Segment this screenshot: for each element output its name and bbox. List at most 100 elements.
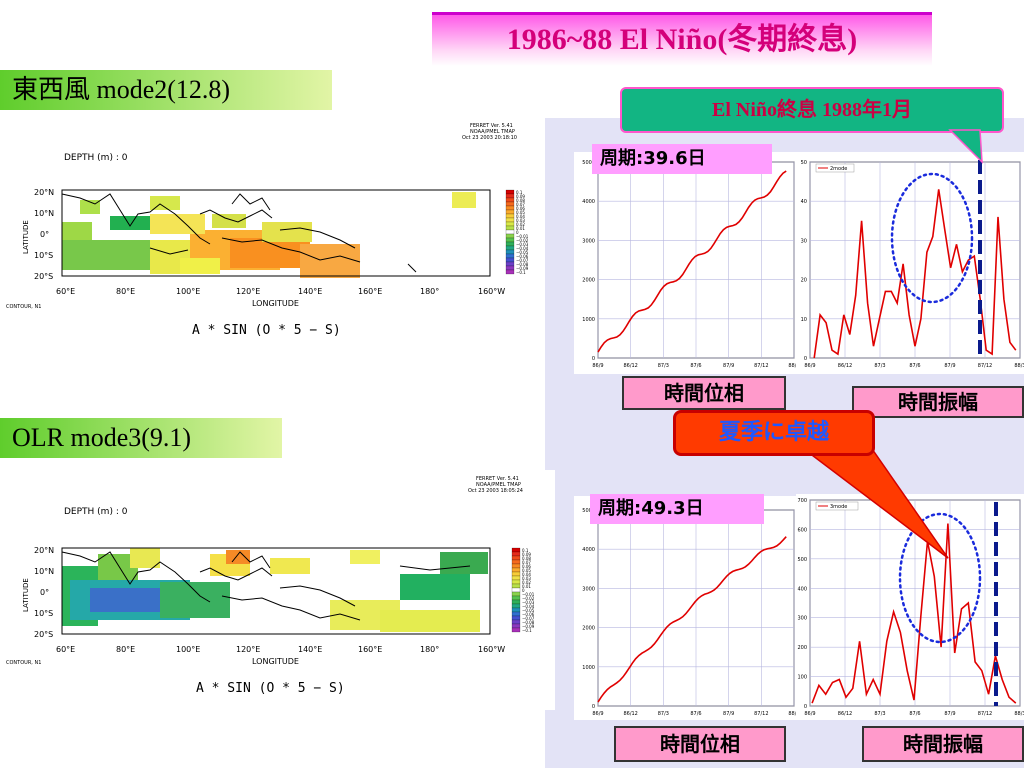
x-tick-label: 87/9	[723, 363, 734, 369]
section-tag-wind: 東西風 mode2(12.8)	[0, 70, 332, 110]
amp-chart-wind: 0 10 20 30 40 50 86/9 86/12 87/3 87/6 87/9 87/12 88/…	[801, 160, 1024, 369]
y-tick-label: 4000	[582, 547, 595, 553]
legend-swatch	[505, 237, 515, 243]
y-tick-label: 5000	[582, 160, 595, 166]
y-tick-label: 700	[797, 498, 807, 504]
legend-swatch	[511, 607, 521, 613]
map-shading	[62, 192, 476, 278]
x-tick-label: 87/6	[909, 363, 920, 369]
x-tick-label: 60°E	[56, 645, 75, 654]
y-tick-label: 500	[797, 557, 807, 563]
amp-chart-olr: 0 100 200 300 400 500 600 700 86/9 86/12 87/3 87/6 8…	[797, 498, 1024, 717]
x-tick-label: 87/6	[690, 711, 701, 717]
map-credit-line: NOAA/PMEL TMAP	[470, 129, 515, 135]
legend-label: 0	[522, 588, 525, 593]
el-nino-end-callout: El Niño終息 1988年1月	[620, 87, 1004, 133]
x-tick-label: 120°E	[236, 645, 260, 654]
highlight-arrow	[797, 445, 949, 559]
y-tick-label: 0	[804, 704, 807, 710]
y-tick-label: 1000	[582, 317, 595, 323]
y-tick-label: 20°S	[34, 630, 53, 639]
x-tick-label: 87/12	[754, 363, 768, 369]
amp-plot-1: 0 10 20 30 40 50 86/9 86/12 87/3 87/6 87/9 87/12 88/…	[796, 152, 1024, 374]
y-tick-label: 600	[797, 527, 807, 533]
y-tick-label: 1000	[582, 665, 595, 671]
map-figure-olr: FERRET Ver. 5.41 NOAA/PMEL TMAP Oct 23 2…	[6, 476, 535, 696]
y-tick-label: 3000	[582, 586, 595, 592]
y-tick-label: 40	[801, 199, 807, 205]
x-tick-label: 87/6	[690, 363, 701, 369]
legend-swatch	[505, 253, 515, 259]
amp-label-wind: 時間振幅	[852, 386, 1024, 418]
callout-pointer	[948, 129, 983, 164]
legend-label: 0.06	[522, 564, 531, 569]
x-tick-label: 86/12	[623, 711, 637, 717]
map-depth-label: DEPTH (m) : 0	[64, 153, 128, 163]
legend-swatch	[505, 189, 515, 195]
phase-curve	[597, 170, 787, 353]
coastlines	[61, 551, 471, 621]
map-contour-label: CONTOUR, N1	[6, 304, 41, 310]
y-tick-label: 3000	[582, 238, 595, 244]
x-tick-label: 87/3	[658, 363, 669, 369]
legend-swatch	[505, 261, 515, 267]
legend-label: 0.08	[522, 556, 531, 561]
map-credit-line: Oct 23 2003 18:05:24	[468, 488, 523, 494]
y-tick-label: 50	[801, 160, 807, 166]
legend-swatch	[511, 627, 521, 633]
x-tick-label: 100°E	[176, 287, 200, 296]
legend-swatch	[511, 567, 521, 573]
legend-swatch	[505, 197, 515, 203]
legend-swatch	[505, 249, 515, 255]
legend-label: −0.1	[522, 628, 532, 633]
x-tick-label: 88/3	[788, 711, 798, 717]
legend-label: −0.05	[516, 250, 529, 255]
y-tick-label: 10°N	[34, 567, 54, 576]
legend-swatch	[505, 269, 515, 275]
legend-label: 0.07	[516, 202, 525, 207]
x-tick-label: 120°E	[236, 287, 260, 296]
legend-label: 0.07	[522, 560, 531, 565]
x-tick-label: 87/12	[978, 363, 992, 369]
amp-legend-label: 2mode	[830, 166, 847, 172]
y-tick-label: 20°N	[34, 188, 54, 197]
legend-label: −0.1	[516, 270, 526, 275]
x-tick-label: 87/12	[978, 711, 992, 717]
map-color-legend: 0.10.090.080.070.060.050.040.030.020.010…	[505, 189, 529, 275]
x-tick-label: 87/9	[723, 711, 734, 717]
x-tick-label: 87/3	[874, 363, 885, 369]
legend-swatch	[505, 209, 515, 215]
y-tick-label: 10°S	[34, 251, 53, 260]
highlight-ellipse	[898, 512, 982, 644]
x-tick-label: 88/3	[1014, 711, 1024, 717]
legend-label: 0.02	[522, 580, 531, 585]
y-tick-label: 20°N	[34, 546, 54, 555]
y-tick-label: 0	[804, 356, 807, 362]
y-tick-label: 4000	[582, 199, 595, 205]
legend-label: −0.02	[516, 238, 529, 243]
legend-label: −0.03	[522, 600, 535, 605]
legend-swatch	[505, 217, 515, 223]
x-tick-label: 86/12	[838, 711, 852, 717]
map-color-legend: 0.10.090.080.070.060.050.040.030.020.010…	[511, 547, 535, 633]
x-tick-label: 160°W	[478, 287, 505, 296]
x-tick-label: 88/3	[788, 363, 798, 369]
legend-swatch	[511, 579, 521, 585]
map-credit-line: Oct 23 2003 20:18:10	[462, 135, 517, 141]
y-tick-label: 2000	[582, 626, 595, 632]
phase-plot-2: 0 1000 2000 3000 4000 5000 86/9 86/12 87/3 87/6 87…	[574, 496, 800, 720]
legend-label: 0.03	[516, 218, 525, 223]
legend-swatch	[505, 241, 515, 247]
x-tick-label: 160°W	[478, 645, 505, 654]
legend-label: 0.05	[516, 210, 525, 215]
period-label-olr: 周期:49.3日	[590, 494, 764, 524]
y-tick-label: 0	[592, 356, 595, 362]
amp-curve	[813, 189, 1017, 359]
legend-label: −0.09	[522, 624, 535, 629]
x-tick-label: 86/9	[592, 711, 603, 717]
legend-swatch	[511, 555, 521, 561]
section-tag-olr: OLR mode3(9.1)	[0, 418, 282, 458]
x-tick-label: 87/9	[944, 363, 955, 369]
legend-swatch	[511, 563, 521, 569]
legend-swatch	[511, 551, 521, 557]
